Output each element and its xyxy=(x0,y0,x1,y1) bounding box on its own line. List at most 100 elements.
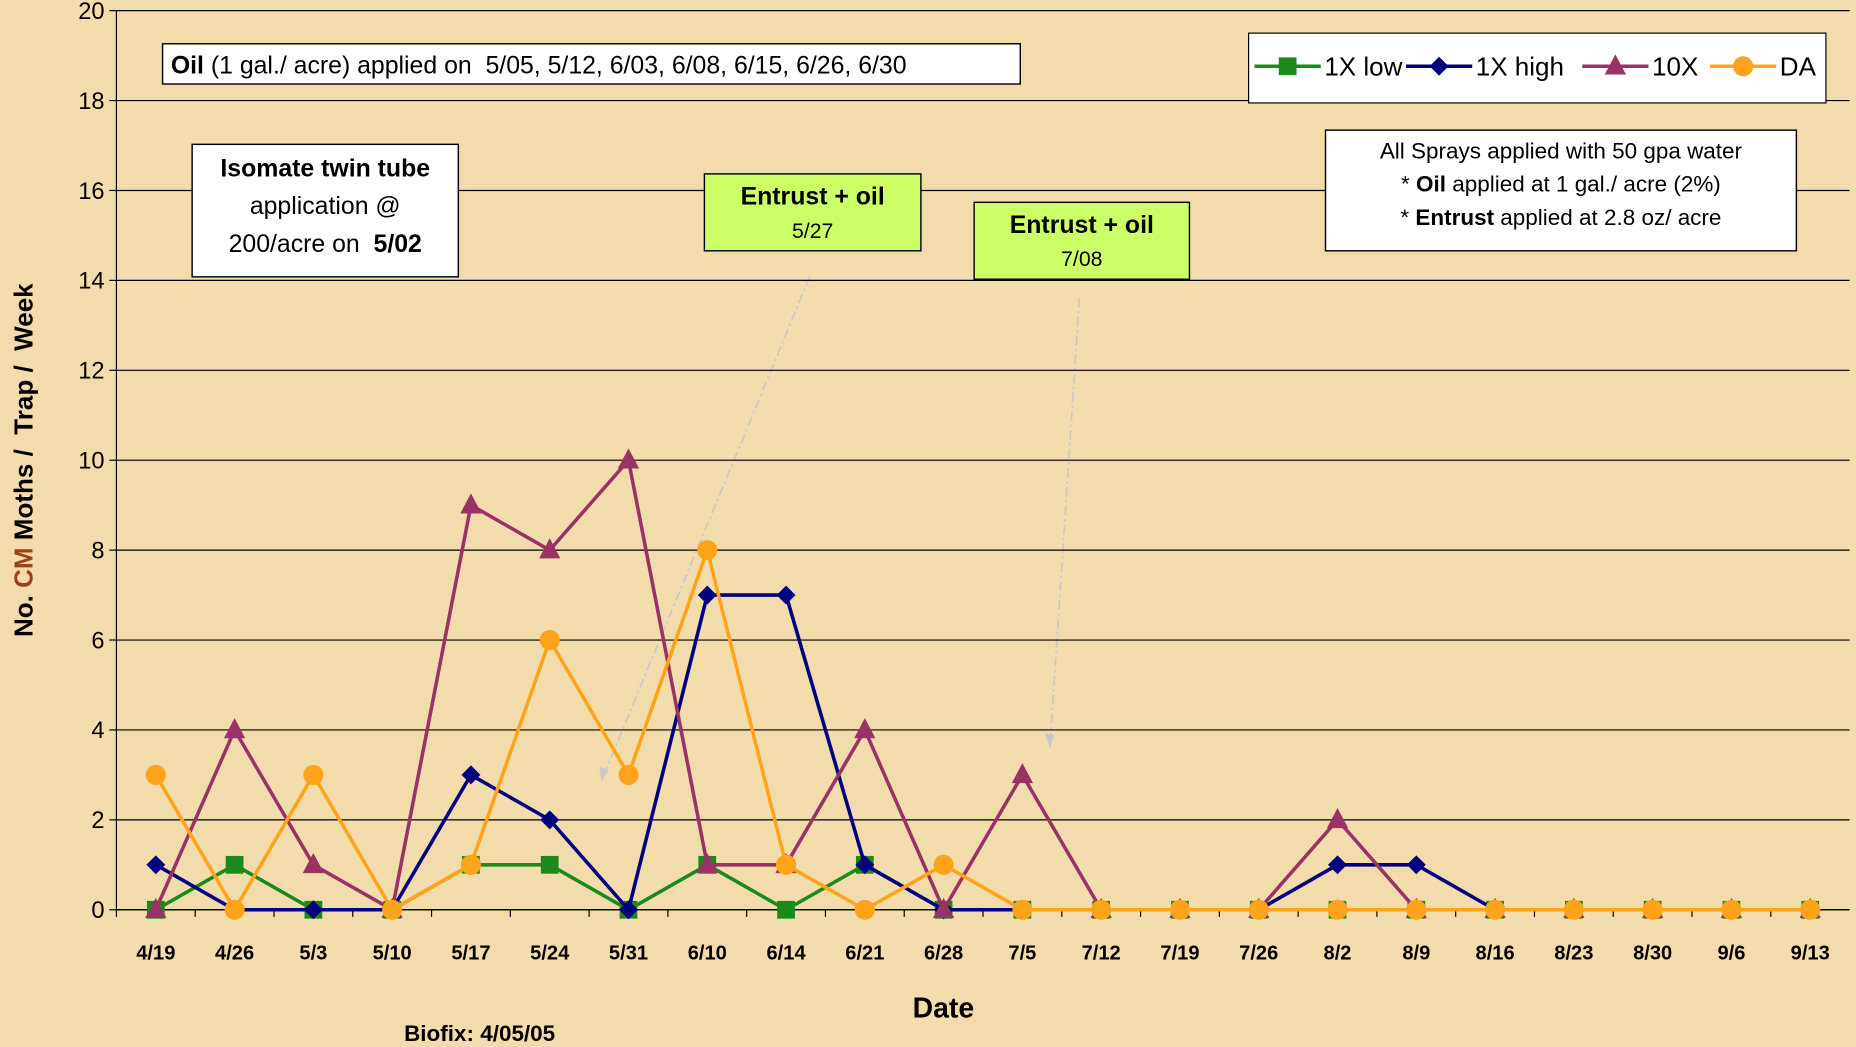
annotation-text: 5/27 xyxy=(792,219,833,243)
y-tick-label: 16 xyxy=(78,179,104,205)
annotation-part: applied at 2.8 oz/ acre xyxy=(1494,205,1721,230)
annotation-text: 200/acre on 5/02 xyxy=(229,231,422,258)
annotation-text: All Sprays applied with 50 gpa water xyxy=(1380,139,1743,164)
annotation-part: * xyxy=(1401,172,1416,197)
marker-circle xyxy=(382,899,403,920)
y-tick-label: 20 xyxy=(78,0,104,25)
y-tick-label: 14 xyxy=(78,269,104,295)
marker-circle xyxy=(224,899,245,920)
annotation-part: 5/27 xyxy=(792,219,833,243)
biofix-note: Biofix: 4/05/05 xyxy=(404,1021,555,1046)
x-tick-label: 5/24 xyxy=(530,942,570,964)
x-tick-label: 8/23 xyxy=(1554,942,1593,964)
marker-triangle xyxy=(617,448,640,469)
annotation-text: Isomate twin tube xyxy=(220,155,430,182)
x-tick-label: 9/6 xyxy=(1717,942,1745,964)
marker-circle xyxy=(303,764,324,785)
annotation-part: Entrust xyxy=(1415,205,1494,230)
marker-circle xyxy=(1563,899,1584,920)
x-tick-label: 7/19 xyxy=(1160,942,1199,964)
y-tick-label: 0 xyxy=(91,898,104,924)
annotation-box xyxy=(973,201,1191,280)
y-tick-label: 12 xyxy=(78,359,104,385)
x-tick-label: 5/31 xyxy=(609,942,648,964)
x-axis-label: Date xyxy=(913,992,975,1024)
marker-circle xyxy=(854,899,875,920)
legend-label: 1X high xyxy=(1476,52,1564,82)
y-tick-label: 4 xyxy=(91,718,104,744)
y-tick-label: 10 xyxy=(78,448,104,474)
marker-circle xyxy=(1248,899,1269,920)
annotation-part: 5/02 xyxy=(374,231,422,258)
series-line xyxy=(154,543,1811,914)
marker-triangle xyxy=(460,493,482,514)
x-tick-label: 8/16 xyxy=(1476,942,1515,964)
marker-circle xyxy=(460,854,481,875)
x-tick-label: 8/30 xyxy=(1633,942,1672,964)
annotation-text: Oil (1 gal./ acre) applied on 5/05, 5/12… xyxy=(171,52,907,79)
marker-diamond xyxy=(461,765,481,785)
marker-diamond xyxy=(776,585,796,605)
x-tick-label: 4/19 xyxy=(136,942,175,964)
annotation-part: Oil xyxy=(171,52,204,79)
x-tick-label: 5/10 xyxy=(373,942,412,964)
annotation-part: 200/acre on xyxy=(229,231,374,258)
marker-circle xyxy=(1800,899,1821,920)
arrow xyxy=(600,276,811,782)
x-tick-label: 9/13 xyxy=(1791,942,1830,964)
marker-triangle xyxy=(696,852,718,874)
legend-label: DA xyxy=(1780,52,1817,82)
x-tick-label: 8/2 xyxy=(1324,942,1352,964)
annotation-part: All Sprays applied with 50 gpa water xyxy=(1380,139,1743,164)
annotation-box xyxy=(1324,129,1798,252)
marker-square xyxy=(1278,57,1297,76)
x-tick-label: 5/17 xyxy=(451,942,490,964)
marker-diamond xyxy=(697,585,717,605)
legend-label: 10X xyxy=(1652,52,1698,82)
marker-square xyxy=(225,855,244,874)
marker-circle xyxy=(618,764,639,785)
x-tick-label: 6/21 xyxy=(845,942,884,964)
annotation-part: * xyxy=(1400,205,1415,230)
x-tick-label: 8/9 xyxy=(1402,942,1430,964)
annotation-text: Entrust + oil xyxy=(741,184,885,211)
marker-diamond xyxy=(540,810,560,830)
marker-triangle xyxy=(145,897,167,919)
x-tick-label: 4/26 xyxy=(215,942,254,964)
marker-triangle xyxy=(539,538,561,559)
marker-circle xyxy=(145,764,166,785)
annotation-part: 7/08 xyxy=(1061,247,1102,271)
arrow-head xyxy=(1045,733,1055,748)
y-axis-label-part: No. xyxy=(8,588,38,637)
marker-circle xyxy=(1642,899,1663,920)
x-tick-label: 6/10 xyxy=(688,942,727,964)
annotation-box xyxy=(191,143,460,278)
marker-circle xyxy=(933,854,954,875)
marker-diamond xyxy=(146,855,166,875)
marker-circle xyxy=(1327,899,1348,920)
y-tick-label: 6 xyxy=(91,628,104,654)
y-axis-label-part: CM xyxy=(8,547,38,587)
annotation-box xyxy=(161,43,1021,85)
marker-square xyxy=(540,855,559,874)
marker-circle xyxy=(1406,899,1427,920)
x-tick-label: 7/12 xyxy=(1082,942,1121,964)
annotation-text: application @ xyxy=(250,193,401,220)
annotation-text: * Oil applied at 1 gal./ acre (2%) xyxy=(1401,172,1721,197)
annotation-part: Isomate twin tube xyxy=(220,155,430,182)
x-tick-label: 7/5 xyxy=(1008,942,1036,964)
marker-triangle xyxy=(1011,763,1034,784)
marker-diamond xyxy=(1328,855,1347,875)
annotation-part: applied at 1 gal./ acre (2%) xyxy=(1446,172,1721,197)
annotation-box xyxy=(703,173,922,252)
legend-label: 1X low xyxy=(1324,52,1402,82)
x-tick-label: 6/28 xyxy=(924,942,963,964)
annotation-text: 7/08 xyxy=(1061,247,1102,271)
marker-circle xyxy=(1091,899,1112,920)
x-tick-label: 7/26 xyxy=(1239,942,1278,964)
annotation-part: (1 gal./ acre) applied on 5/05, 5/12, 6/… xyxy=(204,52,907,79)
marker-triangle xyxy=(302,852,325,874)
marker-circle xyxy=(1721,899,1742,920)
marker-triangle xyxy=(854,718,876,739)
